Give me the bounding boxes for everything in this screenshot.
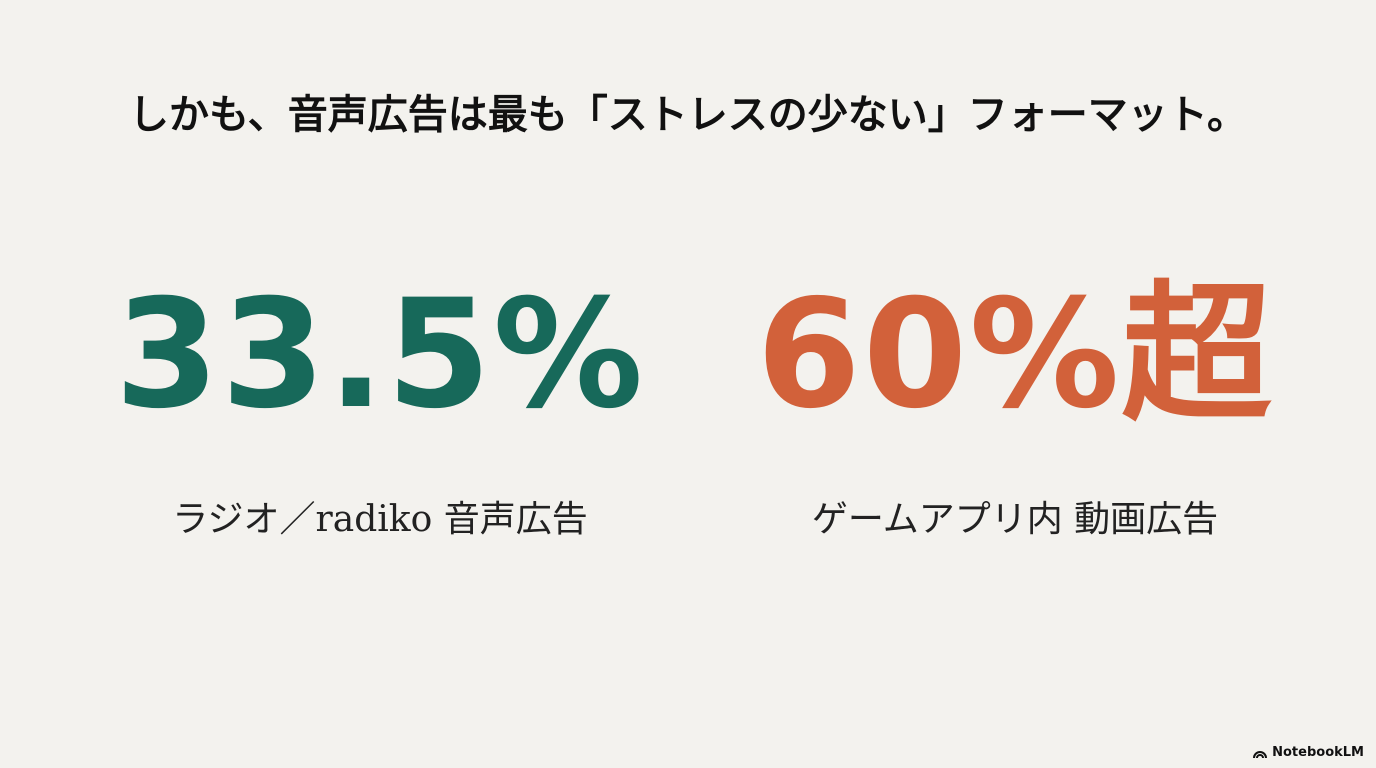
- footer: NotebookLM: [1252, 745, 1364, 760]
- stat: 33.5% ラジオ／radiko 音声広告: [80, 270, 680, 542]
- brand-name: NotebookLM: [1272, 745, 1364, 760]
- slide-title: しかも、音声広告は最も「ストレスの少ない」フォーマット。: [129, 92, 1247, 138]
- brand-icon: [1253, 750, 1268, 758]
- stat-label: ゲームアプリ内 動画広告: [811, 499, 1219, 540]
- stat: 60%超 ゲームアプリ内 動画広告: [715, 270, 1315, 542]
- stat-value: 60%超: [756, 268, 1274, 442]
- stat-value: 33.5%: [114, 268, 646, 442]
- stat-label: ラジオ／radiko 音声広告: [172, 499, 588, 540]
